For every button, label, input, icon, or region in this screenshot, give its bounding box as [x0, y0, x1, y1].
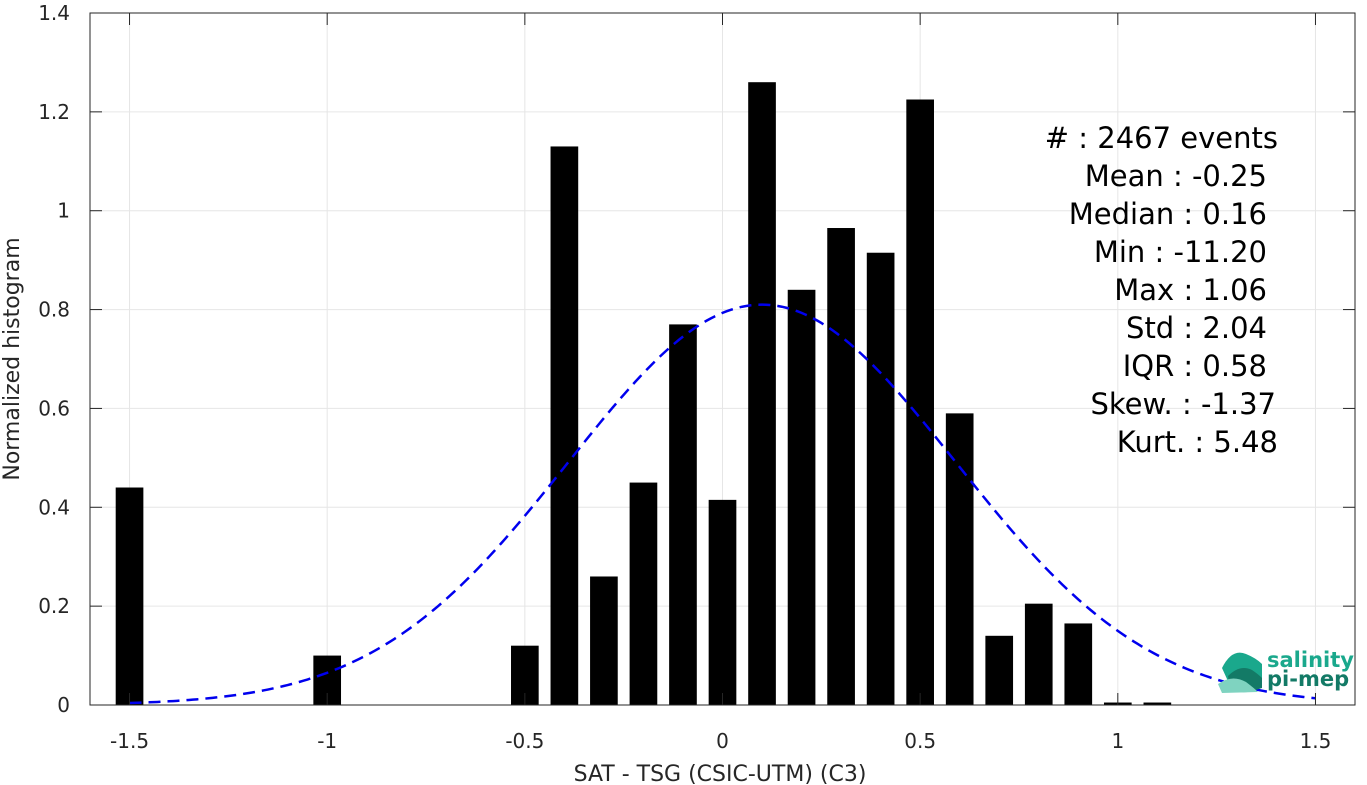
wave-logo-icon	[1218, 652, 1262, 693]
stats-events: # : 2467 events	[1045, 121, 1278, 155]
y-tick-label: 1	[57, 199, 70, 223]
salinity-pimep-logo: salinity pi-mep	[1218, 648, 1354, 693]
histogram-bar	[708, 499, 737, 705]
histogram-bar	[787, 289, 816, 705]
y-tick-label: 0.2	[38, 594, 70, 618]
axis-ticks	[90, 12, 1355, 706]
stats-std: Std : 2.04	[1126, 311, 1267, 345]
logo-line1: salinity	[1267, 648, 1354, 672]
y-axis-label: Normalized histogram	[0, 237, 25, 480]
histogram-bar	[629, 482, 658, 705]
y-tick-label: 0.6	[38, 396, 70, 420]
histogram-bar	[748, 82, 776, 705]
x-tick-label: -0.5	[505, 729, 544, 753]
histogram-bar	[945, 413, 974, 705]
histogram-bar	[985, 635, 1014, 705]
y-tick-label: 0.8	[38, 298, 70, 322]
stats-annotation: # : 2467 events Mean : -0.25 Median : 0.…	[1045, 121, 1278, 459]
x-tick-label: -1	[317, 729, 337, 753]
x-tick-label: 0	[716, 729, 729, 753]
histogram-bar	[115, 487, 144, 705]
x-tick-label: 0.5	[904, 729, 936, 753]
stats-max: Max : 1.06	[1114, 273, 1267, 307]
stats-skew: Skew. : -1.37	[1090, 387, 1276, 421]
y-tick-label: 0.4	[38, 495, 70, 519]
stats-median: Median : 0.16	[1069, 197, 1267, 231]
normal-fit-curve	[129, 303, 1316, 705]
x-tick-label: -1.5	[110, 729, 149, 753]
histogram-bar	[550, 146, 579, 705]
stats-kurt: Kurt. : 5.48	[1117, 425, 1278, 459]
x-tick-label: 1.5	[1300, 729, 1332, 753]
y-tick-label: 1.2	[38, 100, 70, 124]
stats-iqr: IQR : 0.58	[1123, 349, 1267, 383]
histogram-bar	[866, 252, 895, 705]
histogram-bar	[590, 576, 618, 705]
histogram-bar	[827, 228, 855, 705]
histogram-bar	[906, 99, 934, 705]
histogram-bar	[1024, 603, 1053, 705]
x-tick-label: 1	[1111, 729, 1124, 753]
histogram-bar	[669, 324, 697, 705]
y-tick-label: 1.4	[38, 1, 70, 25]
histogram-bar	[1064, 623, 1093, 705]
logo-line2: pi-mep	[1267, 667, 1349, 691]
stats-mean: Mean : -0.25	[1085, 159, 1267, 193]
x-axis-label: SAT - TSG (CSIC-UTM) (C3)	[574, 762, 867, 785]
y-tick-labels: 0 0.2 0.4 0.6 0.8 1 1.2 1.4	[38, 1, 70, 717]
stats-min: Min : -11.20	[1094, 235, 1267, 269]
histogram-bar	[1143, 702, 1172, 705]
y-tick-label: 0	[57, 693, 70, 717]
x-tick-labels: -1.5 -1 -0.5 0 0.5 1 1.5	[110, 729, 1331, 753]
